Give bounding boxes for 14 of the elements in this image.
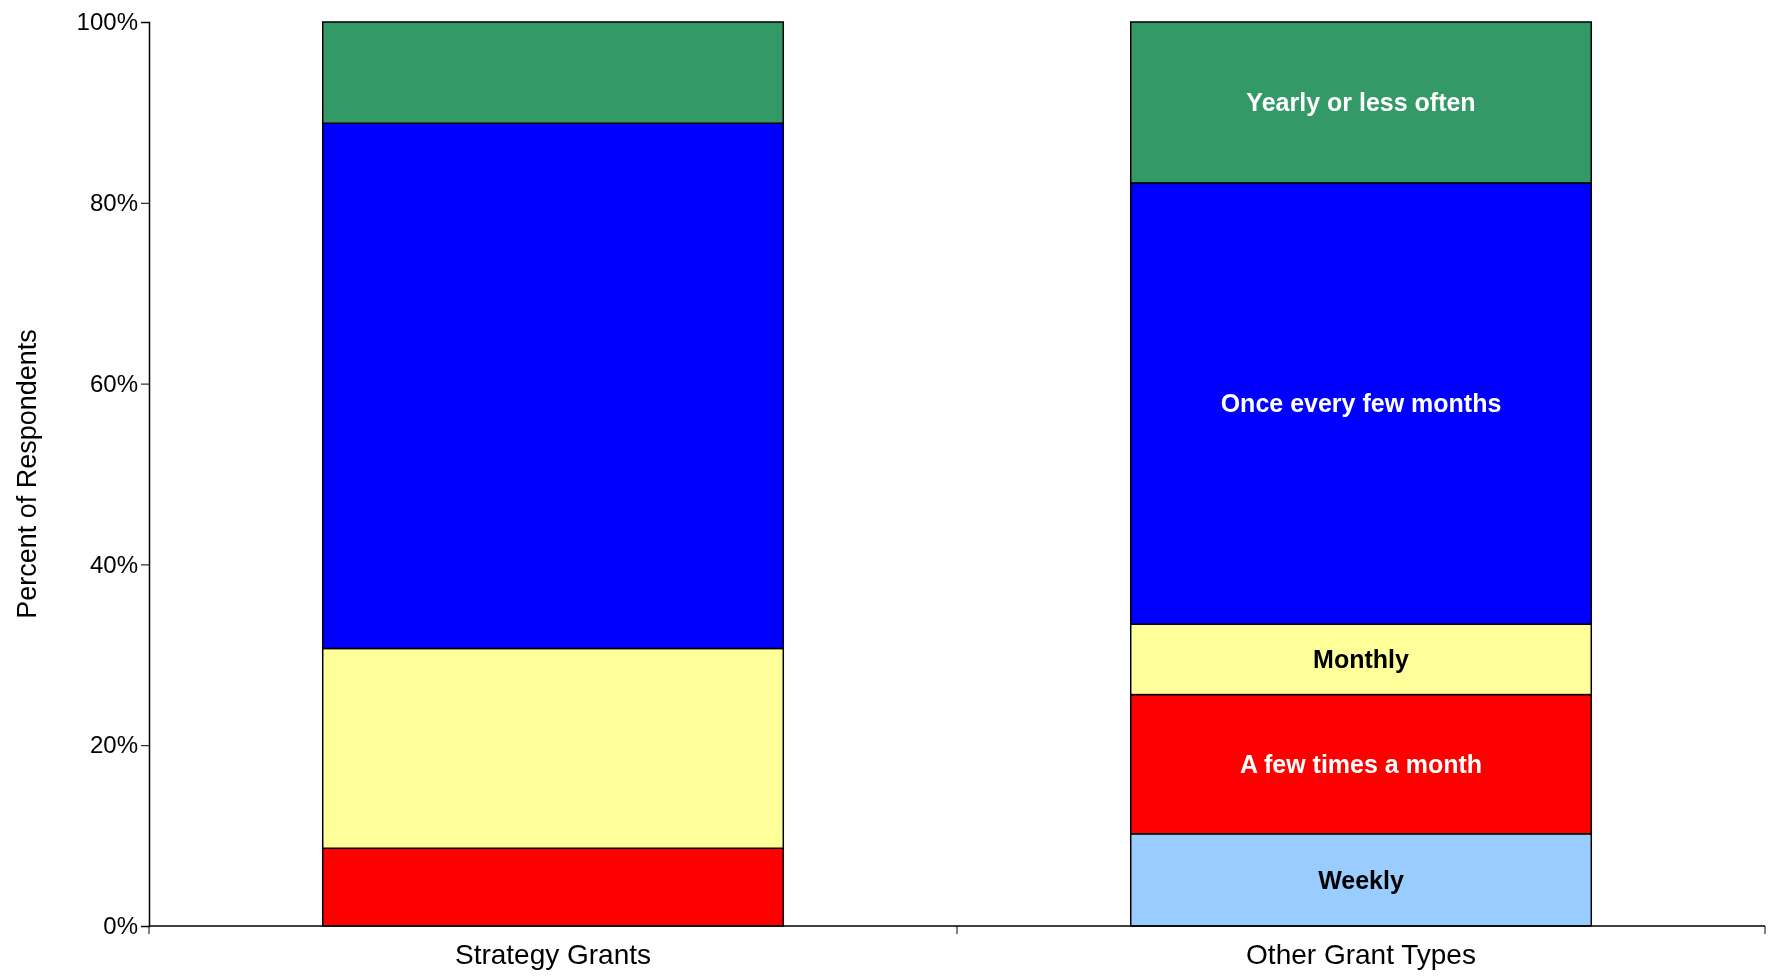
y-tick-label: 60% xyxy=(89,369,138,397)
y-tick-label: 100% xyxy=(76,8,138,36)
series-label: A few times a month xyxy=(1239,750,1483,779)
y-tick-label: 80% xyxy=(89,188,138,216)
y-tick-label: 40% xyxy=(89,550,138,578)
x-tick-label: Other Grant Types xyxy=(1246,939,1476,970)
y-tick-label: 20% xyxy=(89,731,138,759)
series-label: Once every few months xyxy=(1220,389,1502,418)
series-label: Monthly xyxy=(1313,645,1409,674)
x-tick-label: Strategy Grants xyxy=(454,939,652,970)
series-label: Weekly xyxy=(1318,865,1404,894)
series-label: Yearly or less often xyxy=(1246,88,1476,117)
y-axis-title: Percent of Respondents xyxy=(12,329,42,619)
y-tick-label: 0% xyxy=(103,912,138,940)
